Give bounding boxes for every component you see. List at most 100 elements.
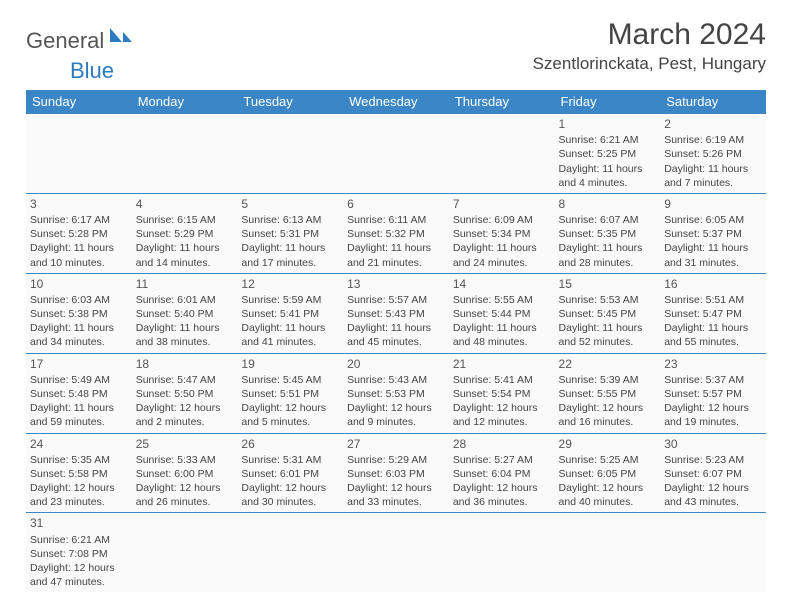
- sunrise-text: Sunrise: 5:33 AM: [136, 453, 234, 467]
- daylight-text: Daylight: 11 hours: [241, 321, 339, 335]
- daylight-text: Daylight: 12 hours: [241, 401, 339, 415]
- sunset-text: Sunset: 5:53 PM: [347, 387, 445, 401]
- day-cell: 10Sunrise: 6:03 AMSunset: 5:38 PMDayligh…: [26, 273, 132, 353]
- logo-text-general: General: [26, 28, 104, 54]
- day-cell: 3Sunrise: 6:17 AMSunset: 5:28 PMDaylight…: [26, 193, 132, 273]
- day-cell: 14Sunrise: 5:55 AMSunset: 5:44 PMDayligh…: [449, 273, 555, 353]
- day-cell: 22Sunrise: 5:39 AMSunset: 5:55 PMDayligh…: [555, 353, 661, 433]
- sunrise-text: Sunrise: 5:59 AM: [241, 293, 339, 307]
- daylight-text: Daylight: 12 hours: [30, 561, 128, 575]
- daylight-text: Daylight: 12 hours: [136, 481, 234, 495]
- empty-cell: [132, 513, 238, 592]
- day-number: 31: [30, 515, 128, 531]
- day-cell: 23Sunrise: 5:37 AMSunset: 5:57 PMDayligh…: [660, 353, 766, 433]
- day-number: 29: [559, 436, 657, 452]
- daylight-text: and 2 minutes.: [136, 415, 234, 429]
- day-number: 16: [664, 276, 762, 292]
- sunrise-text: Sunrise: 5:31 AM: [241, 453, 339, 467]
- sunset-text: Sunset: 5:29 PM: [136, 227, 234, 241]
- sunset-text: Sunset: 6:00 PM: [136, 467, 234, 481]
- sunrise-text: Sunrise: 5:29 AM: [347, 453, 445, 467]
- sunset-text: Sunset: 5:44 PM: [453, 307, 551, 321]
- day-number: 4: [136, 196, 234, 212]
- sunset-text: Sunset: 6:04 PM: [453, 467, 551, 481]
- empty-cell: [343, 114, 449, 193]
- day-number: 7: [453, 196, 551, 212]
- daylight-text: Daylight: 12 hours: [347, 401, 445, 415]
- daylight-text: Daylight: 11 hours: [241, 241, 339, 255]
- daylight-text: and 10 minutes.: [30, 256, 128, 270]
- daylight-text: and 59 minutes.: [30, 415, 128, 429]
- empty-cell: [237, 114, 343, 193]
- daylight-text: and 33 minutes.: [347, 495, 445, 509]
- empty-cell: [555, 513, 661, 592]
- month-title: March 2024: [533, 18, 766, 52]
- day-cell: 12Sunrise: 5:59 AMSunset: 5:41 PMDayligh…: [237, 273, 343, 353]
- day-cell: 27Sunrise: 5:29 AMSunset: 6:03 PMDayligh…: [343, 433, 449, 513]
- day-number: 6: [347, 196, 445, 212]
- empty-cell: [449, 114, 555, 193]
- week-row: 10Sunrise: 6:03 AMSunset: 5:38 PMDayligh…: [26, 273, 766, 353]
- sunrise-text: Sunrise: 5:55 AM: [453, 293, 551, 307]
- day-cell: 11Sunrise: 6:01 AMSunset: 5:40 PMDayligh…: [132, 273, 238, 353]
- daylight-text: Daylight: 12 hours: [559, 401, 657, 415]
- daylight-text: and 16 minutes.: [559, 415, 657, 429]
- sunrise-text: Sunrise: 6:09 AM: [453, 213, 551, 227]
- sunset-text: Sunset: 5:51 PM: [241, 387, 339, 401]
- day-number: 13: [347, 276, 445, 292]
- daylight-text: and 5 minutes.: [241, 415, 339, 429]
- empty-cell: [26, 114, 132, 193]
- daylight-text: and 23 minutes.: [30, 495, 128, 509]
- sunrise-text: Sunrise: 5:27 AM: [453, 453, 551, 467]
- day-number: 17: [30, 356, 128, 372]
- daylight-text: Daylight: 11 hours: [136, 321, 234, 335]
- daylight-text: and 21 minutes.: [347, 256, 445, 270]
- daylight-text: and 43 minutes.: [664, 495, 762, 509]
- daylight-text: and 7 minutes.: [664, 176, 762, 190]
- daylight-text: Daylight: 11 hours: [30, 321, 128, 335]
- day-cell: 13Sunrise: 5:57 AMSunset: 5:43 PMDayligh…: [343, 273, 449, 353]
- calendar-page: General March 2024 Szentlorinckata, Pest…: [0, 0, 792, 602]
- empty-cell: [237, 513, 343, 592]
- day-cell: 24Sunrise: 5:35 AMSunset: 5:58 PMDayligh…: [26, 433, 132, 513]
- sunset-text: Sunset: 5:45 PM: [559, 307, 657, 321]
- daylight-text: and 26 minutes.: [136, 495, 234, 509]
- sunrise-text: Sunrise: 6:13 AM: [241, 213, 339, 227]
- col-friday: Friday: [555, 90, 661, 114]
- sunset-text: Sunset: 5:31 PM: [241, 227, 339, 241]
- day-number: 28: [453, 436, 551, 452]
- week-row: 3Sunrise: 6:17 AMSunset: 5:28 PMDaylight…: [26, 193, 766, 273]
- sunrise-text: Sunrise: 6:01 AM: [136, 293, 234, 307]
- day-cell: 31Sunrise: 6:21 AMSunset: 7:08 PMDayligh…: [26, 513, 132, 592]
- daylight-text: and 14 minutes.: [136, 256, 234, 270]
- day-cell: 25Sunrise: 5:33 AMSunset: 6:00 PMDayligh…: [132, 433, 238, 513]
- sunset-text: Sunset: 5:26 PM: [664, 147, 762, 161]
- day-cell: 8Sunrise: 6:07 AMSunset: 5:35 PMDaylight…: [555, 193, 661, 273]
- sunset-text: Sunset: 5:25 PM: [559, 147, 657, 161]
- location-text: Szentlorinckata, Pest, Hungary: [533, 54, 766, 74]
- sunset-text: Sunset: 5:35 PM: [559, 227, 657, 241]
- daylight-text: and 47 minutes.: [30, 575, 128, 589]
- day-cell: 7Sunrise: 6:09 AMSunset: 5:34 PMDaylight…: [449, 193, 555, 273]
- day-cell: 9Sunrise: 6:05 AMSunset: 5:37 PMDaylight…: [660, 193, 766, 273]
- daylight-text: Daylight: 12 hours: [453, 481, 551, 495]
- col-tuesday: Tuesday: [237, 90, 343, 114]
- sunset-text: Sunset: 5:50 PM: [136, 387, 234, 401]
- day-number: 23: [664, 356, 762, 372]
- day-number: 27: [347, 436, 445, 452]
- daylight-text: Daylight: 11 hours: [664, 321, 762, 335]
- day-cell: 26Sunrise: 5:31 AMSunset: 6:01 PMDayligh…: [237, 433, 343, 513]
- day-number: 24: [30, 436, 128, 452]
- logo: General: [26, 24, 134, 58]
- week-row: 1 Sunrise: 6:21 AM Sunset: 5:25 PM Dayli…: [26, 114, 766, 193]
- daylight-text: and 52 minutes.: [559, 335, 657, 349]
- sunset-text: Sunset: 5:55 PM: [559, 387, 657, 401]
- col-monday: Monday: [132, 90, 238, 114]
- empty-cell: [132, 114, 238, 193]
- daylight-text: and 19 minutes.: [664, 415, 762, 429]
- sunrise-text: Sunrise: 6:07 AM: [559, 213, 657, 227]
- day-number: 25: [136, 436, 234, 452]
- day-number: 14: [453, 276, 551, 292]
- col-thursday: Thursday: [449, 90, 555, 114]
- daylight-text: and 55 minutes.: [664, 335, 762, 349]
